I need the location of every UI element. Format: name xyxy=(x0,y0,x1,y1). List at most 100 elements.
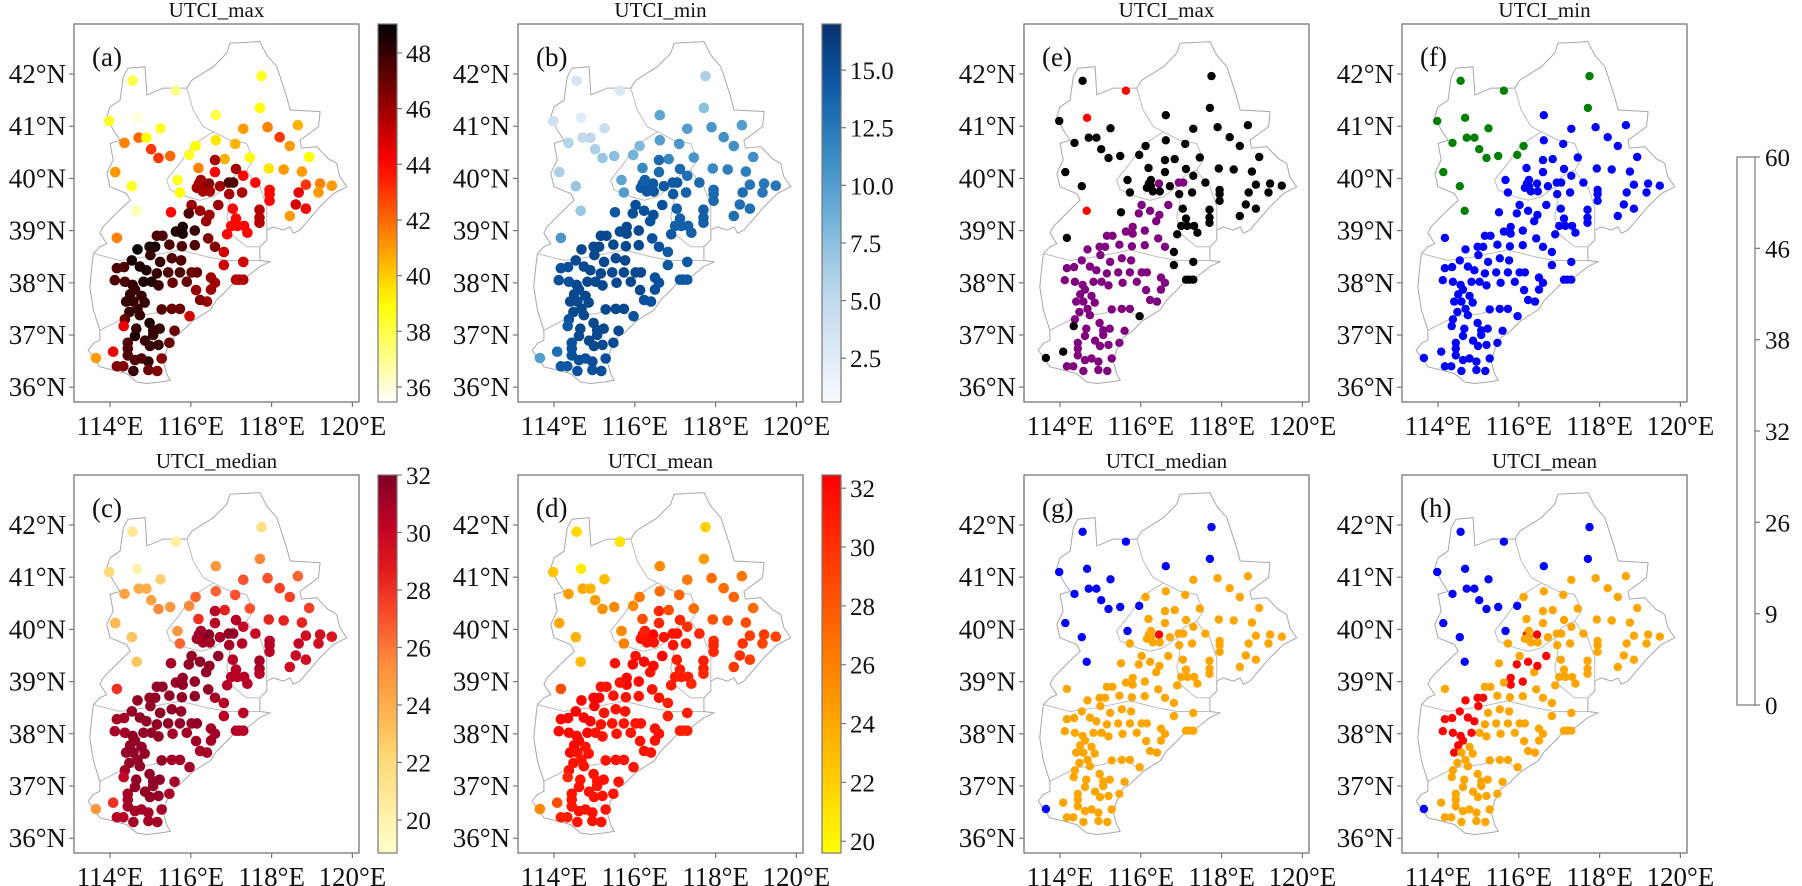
colorbar-gradient xyxy=(821,23,842,403)
station-point xyxy=(1161,136,1170,145)
station-point xyxy=(1559,665,1569,674)
station-point xyxy=(1247,618,1257,627)
station-point xyxy=(1117,755,1126,765)
station-point xyxy=(145,700,156,712)
station-point xyxy=(1127,242,1137,251)
station-point xyxy=(190,284,202,296)
colorbar-tick-label: 42 xyxy=(406,208,431,235)
station-point xyxy=(1473,341,1483,351)
station-point xyxy=(1460,657,1469,666)
station-point xyxy=(1585,71,1594,81)
station-point xyxy=(1433,116,1442,126)
station-point xyxy=(1132,277,1141,286)
station-point xyxy=(630,199,641,211)
station-point xyxy=(1485,354,1494,363)
station-point xyxy=(736,570,748,582)
station-point xyxy=(119,588,130,600)
station-point xyxy=(1169,698,1179,708)
station-point xyxy=(1154,630,1164,639)
station-point xyxy=(1472,357,1481,366)
station-point xyxy=(1116,151,1125,161)
station-point xyxy=(1099,330,1108,340)
station-point xyxy=(1090,336,1100,345)
station-point xyxy=(186,718,197,729)
station-point xyxy=(1513,150,1522,160)
station-point xyxy=(1105,324,1114,333)
station-point xyxy=(238,707,249,719)
station-point xyxy=(638,205,650,217)
station-point xyxy=(1116,602,1125,612)
station-point xyxy=(1493,240,1502,249)
station-point xyxy=(634,735,646,747)
station-point xyxy=(708,195,719,207)
station-point xyxy=(1115,789,1124,798)
lat-tick-label: 38°N xyxy=(9,719,66,749)
lon-tick-label: 118°E xyxy=(1566,411,1633,441)
station-point xyxy=(1475,596,1484,605)
station-point xyxy=(151,268,163,279)
station-point xyxy=(1519,736,1529,746)
station-point xyxy=(613,325,624,337)
station-point xyxy=(1069,772,1078,782)
station-point xyxy=(1439,167,1448,177)
colorbar-tick-label: 10.0 xyxy=(850,173,894,200)
region-boundary xyxy=(1415,492,1676,836)
station-point xyxy=(1460,113,1470,123)
station-point xyxy=(264,195,275,207)
class-colorbar-tick-label: 9 xyxy=(1765,602,1778,629)
station-point xyxy=(1532,234,1541,243)
station-point xyxy=(1556,655,1565,664)
station-point xyxy=(585,583,596,594)
station-point xyxy=(292,119,304,131)
station-point xyxy=(1583,656,1592,665)
station-point xyxy=(1567,171,1576,180)
station-point xyxy=(708,646,719,658)
colorbar-tick-label: 26 xyxy=(406,635,431,662)
station-point xyxy=(1592,164,1601,173)
lon-tick-label: 120°E xyxy=(319,862,387,886)
station-point xyxy=(1089,277,1098,286)
station-point xyxy=(1121,86,1131,95)
station-point xyxy=(680,638,692,649)
colorbar-a: 36 38 40 42 44 46 48 xyxy=(377,23,432,403)
station-point xyxy=(167,728,178,740)
station-point xyxy=(555,683,567,695)
station-point xyxy=(1462,584,1471,593)
station-point xyxy=(1483,708,1493,718)
station-point xyxy=(1643,630,1653,639)
station-point xyxy=(155,123,166,134)
station-point xyxy=(254,655,265,666)
colorbar-c: 20 22 24 26 28 30 32 xyxy=(377,463,432,854)
panel-label: (d) xyxy=(536,493,567,523)
station-point xyxy=(1461,304,1470,314)
station-point xyxy=(1579,178,1588,187)
station-point xyxy=(747,602,759,614)
station-point xyxy=(1055,116,1064,126)
station-point xyxy=(1485,756,1494,765)
lat-tick-label: 36°N xyxy=(959,823,1016,853)
station-point xyxy=(1201,178,1210,187)
station-point xyxy=(1069,813,1078,822)
station-point xyxy=(186,650,197,662)
station-point xyxy=(1073,338,1082,347)
station-point xyxy=(1183,672,1192,682)
station-point xyxy=(1145,657,1155,666)
panel-title: UTCI_median xyxy=(156,449,278,473)
region-boundary xyxy=(1037,41,1298,385)
station-point xyxy=(256,521,267,533)
station-point xyxy=(1140,241,1149,250)
station-point xyxy=(1547,711,1557,721)
station-point xyxy=(1095,792,1105,802)
station-point xyxy=(1532,685,1541,694)
station-point xyxy=(1499,227,1509,236)
station-point xyxy=(562,812,573,823)
station-point xyxy=(181,276,193,288)
station-point xyxy=(1439,618,1448,628)
lat-tick-label: 40°N xyxy=(959,163,1016,193)
station-point xyxy=(157,230,168,242)
station-point xyxy=(1125,639,1135,648)
station-point xyxy=(164,150,176,162)
station-point xyxy=(757,187,768,198)
station-point xyxy=(189,239,201,251)
station-point xyxy=(274,131,285,143)
